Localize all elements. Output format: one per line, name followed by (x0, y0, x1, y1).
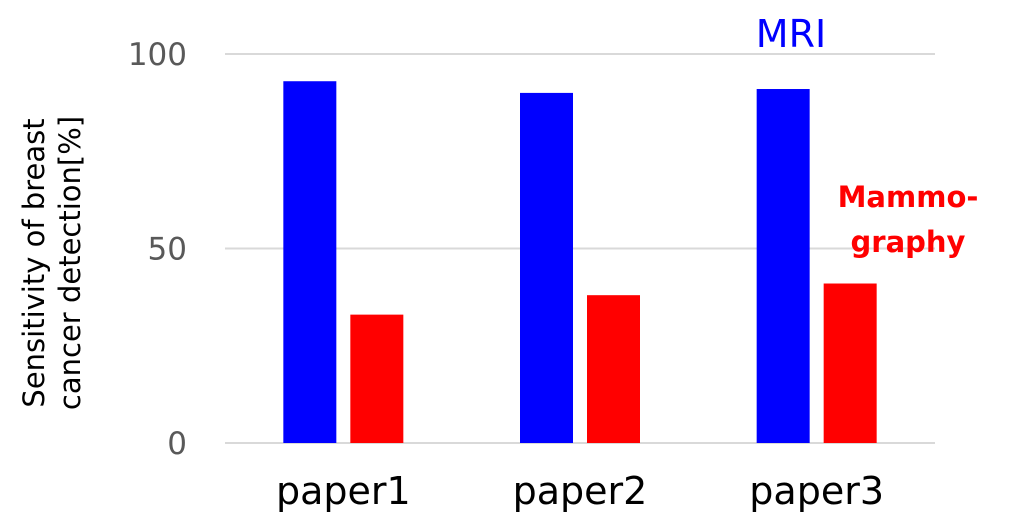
bar-mammography-paper3 (823, 283, 877, 443)
gridlines (225, 53, 935, 444)
x-tick-label-paper2: paper2 (513, 469, 648, 513)
mammography-annotation-line-2: graphy (851, 225, 966, 259)
x-tick-label-paper3: paper3 (749, 469, 884, 513)
bars (283, 81, 877, 444)
bar-mri-paper3 (756, 89, 810, 443)
bar-mammography-paper2 (587, 295, 640, 443)
mri-annotation: MRI (756, 12, 826, 56)
x-axis-labels: paper1 paper2 paper3 (276, 469, 884, 513)
bar-mri-paper1 (283, 81, 337, 443)
bar-mammography-paper1 (350, 314, 404, 443)
y-tick-label: 0 (167, 426, 187, 462)
y-axis-title-line-1: Sensitivity of breast (17, 118, 51, 407)
x-tick-label-paper1: paper1 (276, 469, 411, 513)
y-tick-label: 50 (148, 232, 187, 268)
y-tick-label: 100 (128, 37, 187, 73)
y-axis-title-line-2: cancer detection[%] (53, 116, 87, 410)
mammography-annotation-line-1: Mammo- (838, 180, 979, 214)
y-axis-ticks: 0 50 100 (128, 37, 187, 462)
bar-mri-paper2 (520, 92, 573, 444)
